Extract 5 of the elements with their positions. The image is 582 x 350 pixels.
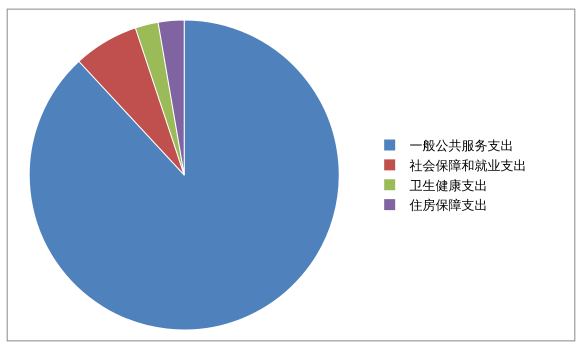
legend-label: 卫生健康支出	[410, 178, 488, 194]
legend-label: 住房保障支出	[408, 198, 488, 214]
legend-label: 一般公共服务支出	[410, 139, 514, 154]
legend-label: 社会保障和就业支出	[410, 158, 527, 174]
pie-slice	[28, 20, 340, 330]
